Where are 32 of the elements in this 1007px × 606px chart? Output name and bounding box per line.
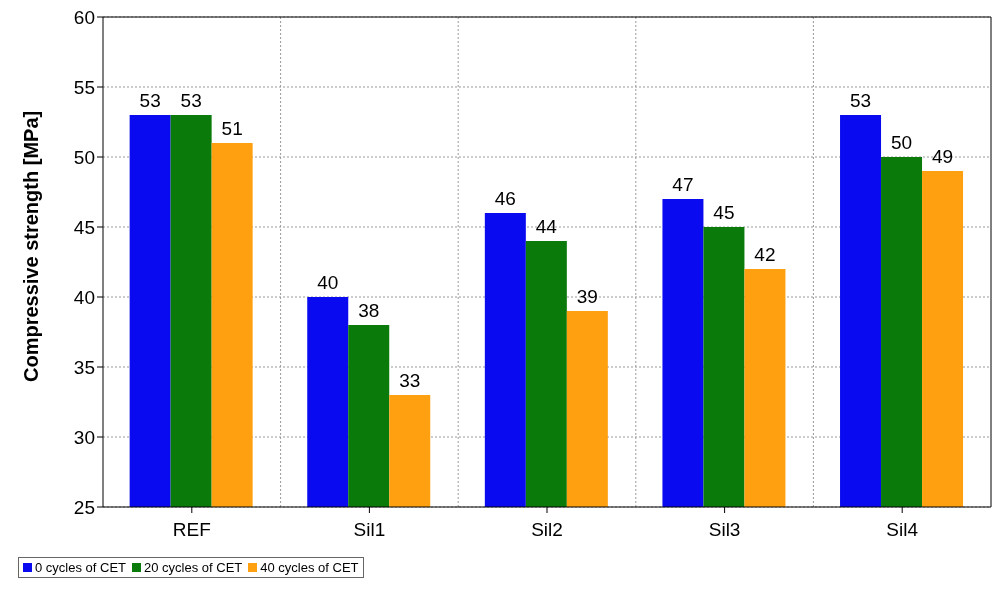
x-tick-label: Sil3: [708, 519, 741, 541]
data-label: 39: [576, 286, 598, 307]
legend-label: 0 cycles of CET: [34, 560, 127, 575]
y-tick-label: 35: [73, 356, 95, 378]
y-tick-label: 60: [73, 6, 95, 28]
legend-label: 20 cycles of CET: [143, 560, 243, 575]
x-tick-label: REF: [172, 519, 211, 541]
data-label: 51: [221, 118, 243, 139]
x-tick-label: Sil4: [886, 519, 919, 541]
y-axis-title: Compressive strength [MPa]: [20, 110, 43, 382]
y-tick-label: 30: [73, 426, 95, 448]
y-tick-label: 25: [73, 496, 95, 518]
data-label: 50: [890, 132, 913, 153]
data-label: 40: [317, 272, 339, 293]
y-tick-label: 50: [73, 146, 95, 168]
data-label: 53: [139, 90, 161, 111]
y-tick-label: 40: [73, 286, 95, 308]
data-label: 47: [672, 174, 694, 195]
legend-label: 40 cycles of CET: [259, 560, 359, 575]
data-label: 53: [180, 90, 202, 111]
data-label: 42: [754, 244, 776, 265]
data-label: 53: [849, 90, 872, 111]
data-label: 45: [713, 202, 735, 223]
y-tick-label: 45: [73, 216, 95, 238]
y-tick-label: 55: [73, 76, 95, 98]
data-label: 33: [399, 370, 421, 391]
data-label: 49: [931, 146, 954, 167]
data-label: 46: [494, 188, 516, 209]
x-tick-label: Sil1: [353, 519, 386, 541]
data-label: 44: [535, 216, 558, 237]
data-label: 38: [358, 300, 380, 321]
x-tick-label: Sil2: [531, 519, 563, 541]
